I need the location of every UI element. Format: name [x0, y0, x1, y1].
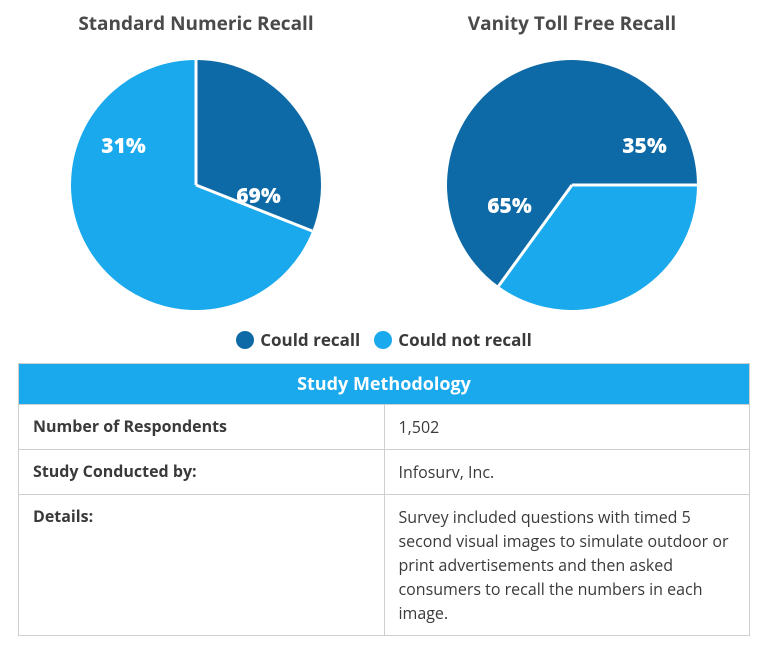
- pie-chart: 31% 69%: [61, 50, 331, 320]
- legend-item-could-not-recall: Could not recall: [374, 328, 532, 351]
- charts-row: Standard Numeric Recall 31% 69% Vanity To…: [18, 10, 750, 320]
- slice-label-could_recall: 31%: [101, 132, 146, 160]
- table-row: Details: Survey included questions with …: [19, 495, 750, 636]
- legend: Could recall Could not recall: [18, 328, 750, 351]
- pie-chart: 35% 65%: [437, 50, 707, 320]
- chart-standard-numeric: Standard Numeric Recall 31% 69%: [18, 10, 374, 320]
- table-key: Number of Respondents: [19, 405, 385, 450]
- table-value: Survey included questions with timed 5 s…: [384, 495, 750, 636]
- swatch-icon: [236, 331, 254, 349]
- slice-label-could_recall: 65%: [487, 192, 532, 220]
- table-row: Number of Respondents 1,502: [19, 405, 750, 450]
- chart-vanity-tollfree: Vanity Toll Free Recall 35% 65%: [394, 10, 750, 320]
- table-header: Study Methodology: [19, 364, 750, 405]
- legend-label: Could recall: [260, 328, 360, 351]
- table-key: Study Conducted by:: [19, 450, 385, 495]
- methodology-table: Study Methodology Number of Respondents …: [18, 363, 750, 636]
- swatch-icon: [374, 331, 392, 349]
- chart-title: Vanity Toll Free Recall: [394, 10, 750, 36]
- slice-label-could_not_recall: 35%: [622, 132, 667, 160]
- table-key: Details:: [19, 495, 385, 636]
- slice-label-could_not_recall: 69%: [236, 182, 281, 210]
- legend-item-could-recall: Could recall: [236, 328, 360, 351]
- pie-wrap: 35% 65%: [394, 50, 750, 320]
- table-value: 1,502: [384, 405, 750, 450]
- pie-wrap: 31% 69%: [18, 50, 374, 320]
- table-value: Infosurv, Inc.: [384, 450, 750, 495]
- chart-title: Standard Numeric Recall: [18, 10, 374, 36]
- legend-label: Could not recall: [398, 328, 532, 351]
- table-row: Study Conducted by: Infosurv, Inc.: [19, 450, 750, 495]
